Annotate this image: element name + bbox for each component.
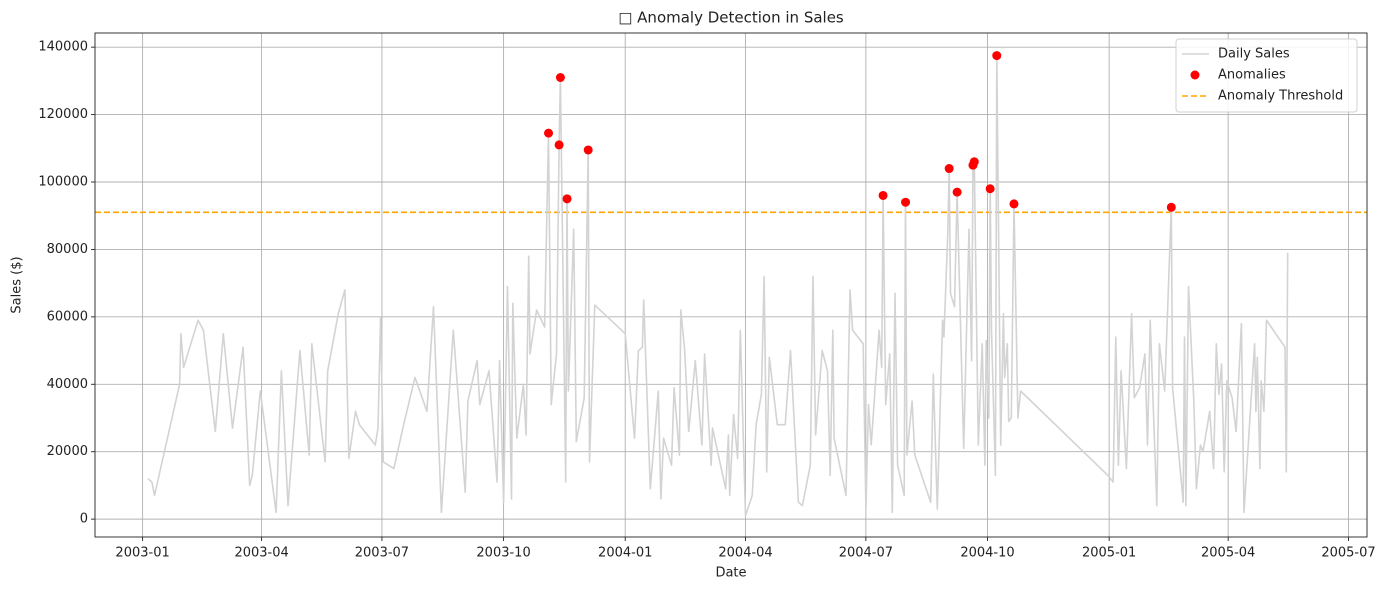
- sales-line: [147, 54, 1289, 517]
- marks: [95, 51, 1367, 517]
- anomaly-point: [544, 128, 554, 138]
- anomaly-point: [583, 145, 593, 155]
- x-tick-label: 2003-10: [476, 546, 530, 561]
- x-tick-label: 2003-01: [115, 546, 169, 561]
- x-tick-label: 2004-10: [960, 546, 1014, 561]
- x-tick-label: 2005-04: [1201, 546, 1255, 561]
- legend-label: Daily Sales: [1218, 47, 1290, 62]
- anomaly-point: [985, 184, 995, 194]
- anomaly-point: [555, 73, 565, 83]
- y-tick-label: 60000: [47, 309, 88, 324]
- x-axis-label: Date: [715, 566, 746, 581]
- y-tick-label: 40000: [47, 377, 88, 392]
- x-tick-label: 2003-07: [355, 546, 409, 561]
- x-tick-label: 2004-07: [839, 546, 893, 561]
- anomaly-point: [969, 157, 979, 167]
- anomaly-point: [901, 197, 911, 207]
- y-axis-label: Sales ($): [10, 256, 25, 313]
- x-tick-label: 2005-01: [1082, 546, 1136, 561]
- y-tick-label: 120000: [38, 107, 88, 122]
- x-tick-label: 2005-07: [1321, 546, 1375, 561]
- y-tick-label: 140000: [38, 40, 88, 55]
- legend-marker: [1190, 70, 1200, 80]
- axes: 2003-01 2003-04 2003-07 2003-10 2004-01 2004-…: [38, 40, 1375, 561]
- y-tick-label: 20000: [47, 444, 88, 459]
- grid: [95, 33, 1367, 537]
- anomaly-point: [562, 194, 572, 204]
- x-tick-label: 2004-04: [718, 546, 772, 561]
- legend-label: Anomalies: [1218, 68, 1286, 83]
- legend-label: Anomaly Threshold: [1218, 89, 1343, 104]
- anomaly-point: [878, 190, 888, 200]
- y-tick-label: 0: [80, 512, 88, 527]
- legend: Daily Sales Anomalies Anomaly Threshold: [1175, 38, 1358, 113]
- chart-title: □ Anomaly Detection in Sales: [618, 9, 844, 27]
- anomaly-point: [554, 140, 564, 150]
- plot-frame: [94, 32, 1368, 538]
- legend-box: [1175, 38, 1358, 113]
- anomaly-point: [1166, 202, 1176, 212]
- anomaly-point: [952, 187, 962, 197]
- x-tick-label: 2004-01: [598, 546, 652, 561]
- anomaly-point: [1009, 199, 1019, 209]
- y-tick-label: 80000: [47, 242, 88, 257]
- anomaly-point: [992, 51, 1002, 61]
- anomaly-point: [944, 164, 954, 174]
- x-tick-label: 2003-04: [234, 546, 288, 561]
- y-tick-label: 100000: [38, 175, 88, 190]
